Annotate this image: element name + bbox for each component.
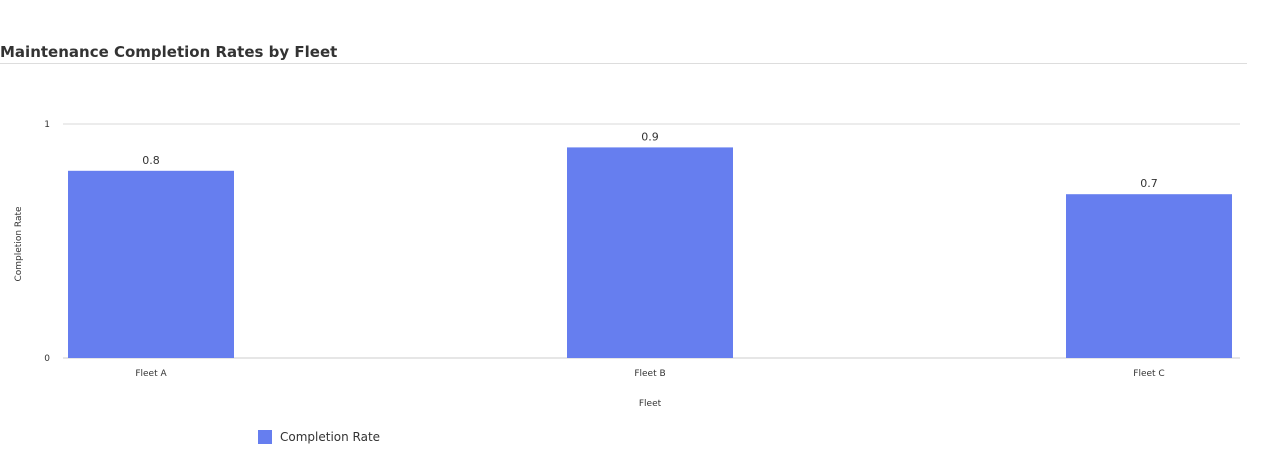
x-tick-label: Fleet A (135, 369, 167, 379)
chart-legend[interactable]: Completion Rate (258, 430, 380, 444)
bar-fleet-c (1066, 194, 1232, 358)
bar-fleet-b (567, 147, 733, 358)
legend-swatch (258, 430, 272, 444)
x-tick-label: Fleet B (634, 369, 665, 379)
x-axis-label: Fleet (639, 399, 662, 409)
chart-title: Maintenance Completion Rates by Fleet (0, 43, 338, 61)
title-divider (0, 63, 1247, 64)
y-tick-label: 0 (44, 354, 50, 364)
y-axis-label: Completion Rate (14, 206, 24, 282)
data-label: 0.9 (641, 130, 659, 143)
legend-label: Completion Rate (280, 430, 381, 444)
data-label: 0.7 (1140, 177, 1158, 190)
bar-fleet-a (68, 170, 234, 358)
x-tick-label: Fleet C (1133, 369, 1164, 379)
y-tick-label: 1 (44, 120, 50, 130)
data-label: 0.8 (142, 154, 160, 167)
